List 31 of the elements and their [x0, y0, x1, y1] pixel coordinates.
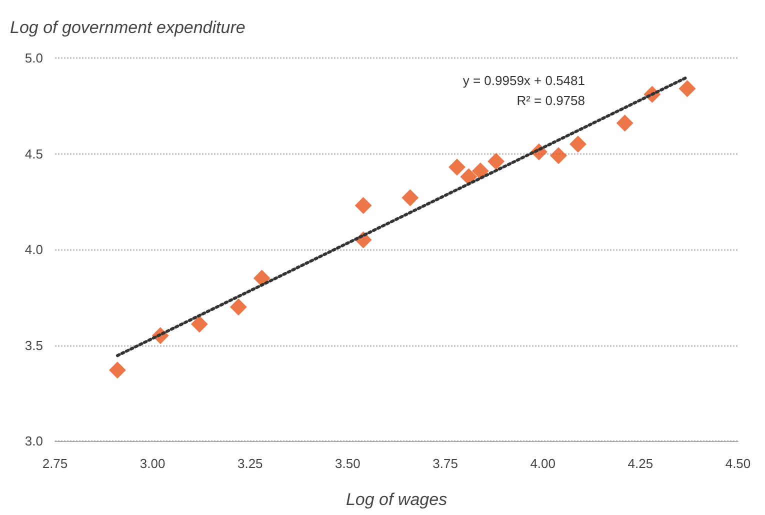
- point: [230, 298, 247, 316]
- point: [616, 114, 634, 132]
- y-tick-label: 5.0: [24, 50, 43, 66]
- point: [550, 147, 567, 164]
- annotation: R² = 0.9758: [516, 93, 585, 108]
- annotation: y = 0.9959x + 0.5481: [462, 73, 585, 88]
- x-axis-title: Log of wages: [346, 490, 448, 509]
- point: [488, 152, 505, 170]
- x-tick-label: 4.50: [725, 456, 751, 471]
- point: [190, 316, 208, 333]
- x-tick-label: 3.25: [237, 456, 263, 471]
- point: [472, 162, 489, 180]
- point: [678, 80, 696, 98]
- x-tick-label: 3.50: [335, 456, 360, 471]
- y-tick-label: 3.0: [24, 434, 43, 448]
- y-tick-label: 4.5: [24, 146, 43, 162]
- y-axis-title: Log of government expenditure: [10, 18, 246, 37]
- point: [402, 189, 419, 206]
- x-tick-label: 3.75: [432, 456, 458, 471]
- point: [569, 136, 586, 153]
- x-tick-label: 4.25: [628, 456, 654, 471]
- x-tick-label: 2.75: [42, 456, 68, 471]
- point: [448, 158, 466, 176]
- x-tick-label: 4.00: [530, 456, 556, 471]
- x-tick-label: 3.00: [140, 456, 166, 471]
- point: [460, 168, 478, 186]
- point: [354, 196, 372, 214]
- y-tick-label: 3.5: [24, 338, 43, 353]
- y-tick-label: 4.0: [24, 242, 43, 257]
- point: [108, 362, 126, 379]
- point: [253, 270, 270, 287]
